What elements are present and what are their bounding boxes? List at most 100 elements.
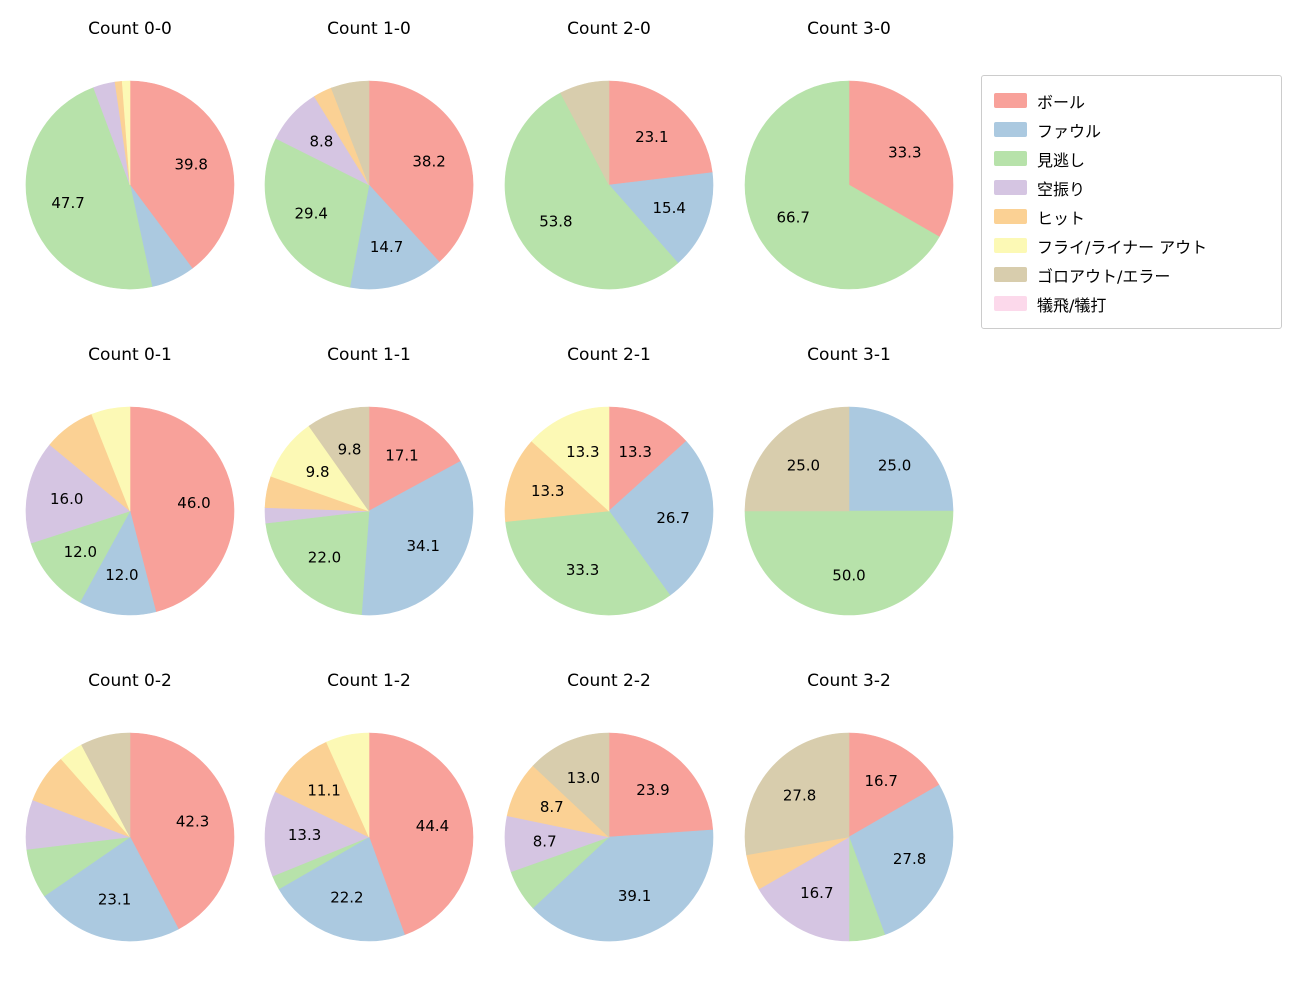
pie-slice-ground_out — [308, 406, 370, 512]
pie-slice-label: 12.0 — [105, 566, 138, 584]
legend-label: ファウル — [1037, 121, 1102, 141]
pie-slice-label: 47.7 — [51, 194, 84, 212]
pie-slice-fly_out — [91, 406, 131, 512]
pie-slice-ground_out — [744, 732, 850, 856]
pie-slice-label: 13.3 — [566, 443, 599, 461]
pie-slice-label: 29.4 — [294, 205, 327, 223]
legend-swatch-ground-out — [994, 267, 1027, 282]
pie-slice-looking — [505, 510, 671, 616]
chart-title: Count 3-2 — [807, 671, 891, 691]
pie-slice-label: 23.9 — [636, 781, 669, 799]
pie-slice-ground_out — [330, 80, 370, 186]
pie-slice-foul — [608, 440, 714, 596]
pie-slice-label: 15.4 — [652, 199, 685, 217]
pie-slice-label: 8.7 — [533, 832, 557, 850]
legend-label: フライ/ライナー アウト — [1037, 237, 1208, 257]
pie-canvas: 42.3 23.1 — [25, 732, 235, 942]
pie-slice-foul — [608, 172, 714, 264]
pie-slice-looking — [25, 87, 153, 290]
chart-title: Count 0-2 — [88, 671, 172, 691]
pie-slice-label: 8.8 — [309, 133, 333, 151]
legend-label: ボール — [1037, 92, 1086, 112]
pie-slice-label: 22.0 — [308, 549, 341, 567]
legend-swatch-sacrifice — [994, 296, 1027, 311]
chart-title: Count 1-1 — [327, 345, 411, 365]
pie-slice-label: 33.3 — [566, 561, 599, 579]
chart-title: Count 1-2 — [327, 671, 411, 691]
legend-item-sacrifice: 犠飛/犠打 — [994, 289, 1269, 318]
legend-item-ball: ボール — [994, 86, 1269, 115]
pie-slice-label: 33.3 — [888, 144, 921, 162]
pie-slice-looking — [265, 510, 370, 616]
legend: ボール ファウル 見逃し 空振り ヒット フライ/ライナー アウト ゴロアウト/… — [981, 75, 1282, 329]
pie-canvas: 16.7 27.8 16.7 27.8 — [744, 732, 954, 942]
chart-count-1-1: Count 1-1 17.1 34.1 22.0 9.8 9.8 — [249, 336, 489, 658]
pie-slice-ball — [368, 80, 474, 263]
pie-slice-ground_out — [532, 732, 610, 838]
pie-slice-label: 39.8 — [174, 156, 207, 174]
chart-count-3-0: Count 3-0 33.3 66.7 — [729, 10, 969, 332]
pie-slice-label: 42.3 — [176, 813, 209, 831]
pie-slice-swinging — [264, 791, 370, 877]
pie-slice-label: 17.1 — [385, 447, 418, 465]
chart-count-2-1: Count 2-1 13.3 26.7 33.3 13.3 13.3 — [489, 336, 729, 658]
legend-item-swinging: 空振り — [994, 173, 1269, 202]
pie-slice-ball — [608, 732, 714, 838]
chart-count-1-0: Count 1-0 38.2 14.7 29.4 8.8 — [249, 10, 489, 332]
pie-slice-label: 38.2 — [412, 153, 445, 171]
pie-canvas: 17.1 34.1 22.0 9.8 9.8 — [264, 406, 474, 616]
legend-label: ヒット — [1037, 208, 1086, 228]
pie-slice-looking — [744, 80, 940, 290]
pie-slice-ball — [129, 80, 235, 269]
pie-slice-looking — [30, 510, 131, 603]
pie-slice-ball — [608, 80, 713, 186]
pie-slice-foul — [532, 829, 714, 942]
pie-canvas: 38.2 14.7 29.4 8.8 — [264, 80, 474, 290]
legend-swatch-hit — [994, 209, 1027, 224]
chart-count-2-2: Count 2-2 23.9 39.1 8.7 8.7 13.0 — [489, 662, 729, 984]
chart-count-3-2: Count 3-2 16.7 27.8 16.7 27.8 — [729, 662, 969, 984]
pie-slice-swinging — [25, 444, 131, 544]
pie-slice-ball — [368, 732, 474, 936]
pie-slice-foul — [43, 836, 179, 942]
pie-slice-label: 26.7 — [656, 509, 689, 527]
pie-slice-label: 11.1 — [307, 782, 340, 800]
pie-canvas: 46.0 12.0 12.0 16.0 — [25, 406, 235, 616]
pie-slice-foul — [848, 406, 954, 512]
legend-swatch-ball — [994, 93, 1027, 108]
pie-slice-looking — [264, 138, 370, 288]
pie-canvas: 44.4 22.2 13.3 11.1 — [264, 732, 474, 942]
pie-slice-label: 9.8 — [306, 463, 330, 481]
chart-title: Count 3-0 — [807, 19, 891, 39]
chart-title: Count 0-1 — [88, 345, 172, 365]
pie-slice-ground_out — [81, 732, 131, 838]
chart-count-0-1: Count 0-1 46.0 12.0 12.0 16.0 — [10, 336, 250, 658]
pie-slice-label: 13.3 — [531, 482, 564, 500]
legend-swatch-looking — [994, 151, 1027, 166]
chart-count-3-1: Count 3-1 25.0 50.0 25.0 — [729, 336, 969, 658]
pie-slice-label: 13.3 — [618, 443, 651, 461]
chart-title: Count 2-0 — [567, 19, 651, 39]
pie-slice-label: 27.8 — [783, 787, 816, 805]
pie-canvas: 39.8 47.7 — [25, 80, 235, 290]
pie-slice-ball — [368, 406, 461, 512]
chart-count-2-0: Count 2-0 23.1 15.4 53.8 — [489, 10, 729, 332]
pie-canvas: 25.0 50.0 25.0 — [744, 406, 954, 616]
pie-slice-foul — [278, 836, 405, 942]
pie-slice-fly_out — [531, 406, 610, 512]
chart-count-0-2: Count 0-2 42.3 23.1 — [10, 662, 250, 984]
pie-canvas: 13.3 26.7 33.3 13.3 13.3 — [504, 406, 714, 616]
legend-label: 見逃し — [1037, 150, 1086, 170]
pie-slice-label: 16.0 — [50, 490, 83, 508]
legend-label: 犠飛/犠打 — [1037, 295, 1107, 315]
pie-slice-label: 39.1 — [618, 887, 651, 905]
pie-slice-ground_out — [560, 80, 610, 186]
pie-slice-foul — [848, 784, 954, 936]
pie-slice-label: 27.8 — [893, 850, 926, 868]
legend-item-foul: ファウル — [994, 115, 1269, 144]
pie-slice-label: 12.0 — [64, 543, 97, 561]
legend-item-hit: ヒット — [994, 202, 1269, 231]
legend-item-looking: 見逃し — [994, 144, 1269, 173]
legend-label: 空振り — [1037, 179, 1086, 199]
pie-slice-fly_out — [326, 732, 370, 838]
